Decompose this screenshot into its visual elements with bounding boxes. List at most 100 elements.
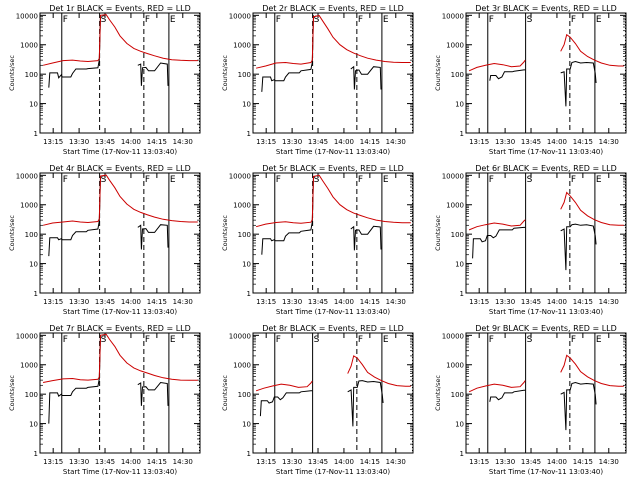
event-marker-label: F — [63, 15, 68, 25]
chart-title: Det 2r BLACK = Events, RED = LLD — [262, 4, 404, 13]
event-marker-label: F — [358, 335, 363, 345]
y-axis-label: Counts/sec — [8, 55, 16, 91]
x-tick-label: 14:30 — [386, 138, 406, 146]
y-tick-label: 1 — [247, 450, 251, 458]
x-tick-label: 13:30 — [495, 458, 515, 466]
x-tick-label: 14:30 — [173, 298, 193, 306]
event-marker-label: E — [383, 175, 389, 185]
y-tick-label: 1000 — [446, 362, 464, 370]
y-tick-label: 1000 — [20, 362, 38, 370]
series-line-events — [261, 15, 382, 92]
x-axis-label: Start Time (17-Nov-11 13:03:40) — [276, 148, 390, 156]
chart-panel: Det 7r BLACK = Events, RED = LLD 1 10 100 10… — [8, 324, 201, 476]
x-tick-label: 13:15 — [43, 458, 63, 466]
chart-panel: Det 8r BLACK = Events, RED = LLD 1 10 100 10… — [221, 324, 414, 476]
x-tick-label: 14:00 — [547, 298, 567, 306]
series-line-events — [48, 15, 169, 88]
x-tick-label: 13:30 — [69, 138, 89, 146]
y-tick-label: 1000 — [446, 42, 464, 50]
y-tick-label: 1 — [247, 130, 251, 138]
event-marker-label: F — [571, 335, 576, 345]
x-tick-label: 14:00 — [334, 298, 354, 306]
y-axis-label: Counts/sec — [221, 55, 229, 91]
y-axis-label: Counts/sec — [8, 375, 16, 411]
chart-panel: Det 1r BLACK = Events, RED = LLD 1 10 100 10… — [8, 4, 201, 156]
y-tick-label: 1 — [34, 290, 38, 298]
y-tick-label: 1 — [34, 130, 38, 138]
y-tick-label: 10000 — [229, 172, 251, 180]
y-tick-label: 1 — [460, 450, 464, 458]
x-tick-label: 14:30 — [599, 458, 619, 466]
x-tick-label: 13:45 — [521, 298, 541, 306]
chart-title: Det 8r BLACK = Events, RED = LLD — [262, 324, 404, 333]
x-tick-label: 13:30 — [282, 138, 302, 146]
y-tick-label: 10 — [29, 421, 38, 429]
y-axis-label: Counts/sec — [221, 375, 229, 411]
x-tick-label: 14:15 — [147, 458, 167, 466]
y-tick-label: 10000 — [229, 12, 251, 20]
x-tick-label: 14:00 — [547, 458, 567, 466]
x-tick-label: 13:30 — [282, 298, 302, 306]
y-tick-label: 10000 — [442, 12, 464, 20]
x-tick-label: 13:30 — [495, 298, 515, 306]
x-tick-label: 14:30 — [386, 458, 406, 466]
chart-panel: Det 5r BLACK = Events, RED = LLD 1 10 100 10… — [221, 164, 414, 316]
y-tick-label: 1 — [247, 290, 251, 298]
x-tick-label: 13:45 — [308, 298, 328, 306]
x-tick-label: 13:15 — [469, 298, 489, 306]
event-marker-label: F — [571, 175, 576, 185]
chart-title: Det 4r BLACK = Events, RED = LLD — [49, 164, 191, 173]
event-marker-label: F — [276, 175, 281, 185]
event-marker-label: F — [571, 15, 576, 25]
chart-title: Det 7r BLACK = Events, RED = LLD — [49, 324, 191, 333]
x-tick-label: 14:00 — [121, 458, 141, 466]
y-tick-label: 10000 — [229, 332, 251, 340]
event-marker-label: F — [145, 15, 150, 25]
event-marker-label: F — [358, 175, 363, 185]
x-tick-label: 14:00 — [334, 458, 354, 466]
y-tick-label: 100 — [25, 71, 38, 79]
event-marker-label: E — [383, 15, 389, 25]
y-tick-label: 1000 — [20, 42, 38, 50]
plot-frame — [252, 12, 414, 134]
y-tick-label: 100 — [25, 231, 38, 239]
x-tick-label: 14:15 — [573, 138, 593, 146]
x-tick-label: 13:15 — [256, 298, 276, 306]
event-marker-label: S — [314, 15, 320, 25]
event-marker-label: F — [358, 15, 363, 25]
chart-panel: Det 9r BLACK = Events, RED = LLD 1 10 100 10… — [434, 324, 627, 476]
x-tick-label: 13:15 — [469, 458, 489, 466]
x-axis-label: Start Time (17-Nov-11 13:03:40) — [489, 308, 603, 316]
y-tick-label: 1000 — [20, 202, 38, 210]
event-marker-label: S — [527, 335, 533, 345]
event-marker-label: F — [63, 175, 68, 185]
x-axis-label: Start Time (17-Nov-11 13:03:40) — [63, 468, 177, 476]
series-line-events — [48, 335, 169, 424]
event-marker-label: F — [145, 175, 150, 185]
series-line-events — [48, 175, 169, 257]
chart-panel: Det 6r BLACK = Events, RED = LLD 1 10 100 10… — [434, 164, 627, 316]
y-tick-label: 10 — [455, 101, 464, 109]
y-tick-label: 10000 — [16, 332, 38, 340]
event-marker-label: S — [101, 175, 107, 185]
x-tick-label: 14:00 — [334, 138, 354, 146]
x-tick-label: 14:00 — [121, 298, 141, 306]
series-line-lld — [468, 191, 624, 231]
plot-frame — [39, 172, 201, 294]
x-tick-label: 14:15 — [573, 298, 593, 306]
y-tick-label: 1 — [34, 450, 38, 458]
x-tick-label: 14:15 — [147, 298, 167, 306]
y-tick-label: 10 — [29, 101, 38, 109]
y-tick-label: 100 — [451, 71, 464, 79]
x-tick-label: 14:15 — [360, 138, 380, 146]
event-marker-label: E — [596, 335, 602, 345]
y-tick-label: 10 — [242, 101, 251, 109]
chart-title: Det 1r BLACK = Events, RED = LLD — [49, 4, 191, 13]
x-tick-label: 13:45 — [95, 298, 115, 306]
y-axis-label: Counts/sec — [434, 375, 442, 411]
series-line-events — [259, 380, 384, 427]
x-tick-label: 14:30 — [386, 298, 406, 306]
x-axis-label: Start Time (17-Nov-11 13:03:40) — [489, 468, 603, 476]
event-marker-label: S — [527, 175, 533, 185]
y-axis-label: Counts/sec — [8, 215, 16, 251]
